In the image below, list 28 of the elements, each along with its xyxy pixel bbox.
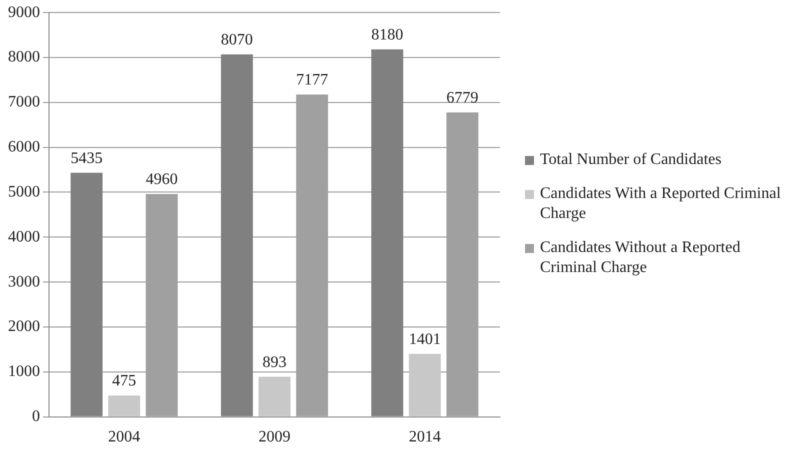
x-tick-label: 2004 bbox=[108, 428, 140, 446]
data-label: 4960 bbox=[146, 171, 178, 188]
y-tick-label: 9000 bbox=[8, 4, 40, 21]
legend-label: Total Number of Candidates bbox=[540, 150, 722, 170]
y-tick-label: 5000 bbox=[8, 183, 40, 200]
x-tick-label: 2014 bbox=[408, 428, 441, 446]
y-tick-label: 0 bbox=[32, 408, 40, 426]
y-tick-label: 1000 bbox=[8, 363, 40, 380]
legend-label: Candidates With a Reported Criminal Charge bbox=[540, 184, 782, 224]
y-tick-label: 2000 bbox=[8, 318, 40, 336]
bar bbox=[258, 376, 290, 416]
legend-label: Candidates Without a Reported Criminal Charge bbox=[540, 238, 742, 278]
y-tick-label: 8000 bbox=[8, 48, 40, 66]
data-label: 6779 bbox=[446, 90, 478, 107]
data-label: 475 bbox=[112, 372, 136, 390]
bar bbox=[108, 395, 140, 416]
data-label: 893 bbox=[262, 354, 286, 371]
data-label: 5435 bbox=[70, 150, 103, 167]
data-label: 8180 bbox=[371, 26, 404, 44]
data-label: 8070 bbox=[220, 32, 253, 49]
x-tick-label: 2009 bbox=[258, 428, 290, 446]
data-label: 1401 bbox=[408, 331, 441, 348]
data-label: 7177 bbox=[296, 72, 328, 89]
y-tick-label: 7000 bbox=[8, 94, 40, 111]
y-tick-label: 3000 bbox=[8, 273, 40, 290]
bar bbox=[408, 354, 441, 416]
y-tick-label: 4000 bbox=[8, 228, 40, 246]
y-tick-label: 6000 bbox=[8, 138, 40, 156]
